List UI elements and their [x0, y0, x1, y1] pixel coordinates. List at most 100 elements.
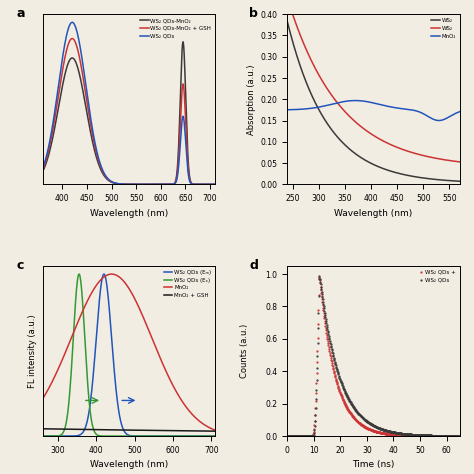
WS₂ QDs	[426, 433, 432, 438]
WS₂ QDs +	[284, 433, 290, 439]
MnO₂	[189, 410, 194, 416]
X-axis label: Wavelength (nm): Wavelength (nm)	[90, 460, 168, 469]
WS₂ QDs-MnO₂	[50, 132, 56, 138]
WS₂ QDs	[40, 165, 46, 171]
WS₂	[284, 19, 290, 25]
WS₂ QDs-MnO₂	[189, 180, 194, 186]
WS₂ QDs-MnO₂	[171, 181, 176, 187]
WS₂ QDs-MnO₂ + GSH	[69, 36, 75, 41]
Line: WS₂ QDs: WS₂ QDs	[43, 22, 215, 184]
MnO₂	[436, 118, 442, 123]
WS₂	[367, 160, 373, 166]
MnO₂ + GSH	[50, 426, 56, 432]
WS₂	[387, 168, 393, 174]
WS₂ QDs (Eₘ)	[212, 433, 218, 439]
WS₂ QDs	[284, 433, 290, 439]
WS₂	[366, 130, 372, 136]
MnO₂	[378, 102, 384, 108]
Line: MnO₂: MnO₂	[43, 274, 215, 430]
MnO₂ + GSH	[188, 428, 194, 434]
WS₂ QDs (Eₓ)	[50, 433, 56, 439]
MnO₂	[145, 325, 150, 330]
WS₂ QDs	[378, 426, 384, 432]
WS₂ QDs (Eₓ)	[145, 433, 150, 439]
WS₂ QDs	[456, 433, 462, 439]
WS₂ QDs-MnO₂	[150, 182, 155, 187]
Line: WS₂: WS₂	[287, 14, 460, 162]
WS₂ QDs	[387, 428, 393, 434]
MnO₂	[426, 114, 432, 120]
MnO₂	[454, 110, 459, 116]
Line: WS₂ QDs: WS₂ QDs	[287, 275, 460, 437]
WS₂ QDs	[150, 182, 155, 187]
X-axis label: Time (ns): Time (ns)	[352, 460, 395, 469]
WS₂ QDs	[453, 433, 458, 439]
X-axis label: Wavelength (nm): Wavelength (nm)	[90, 209, 168, 218]
MnO₂ + GSH	[171, 428, 176, 434]
Line: WS₂ QDs (Eₓ): WS₂ QDs (Eₓ)	[43, 274, 215, 436]
MnO₂ + GSH	[140, 428, 146, 433]
WS₂ QDs (Eₘ)	[145, 433, 150, 439]
Line: WS₂ QDs (Eₘ): WS₂ QDs (Eₘ)	[43, 274, 215, 436]
WS₂ QDs-MnO₂	[140, 182, 146, 187]
WS₂ QDs	[317, 273, 322, 279]
Y-axis label: Counts (a.u.): Counts (a.u.)	[240, 324, 249, 378]
WS₂ QDs	[69, 19, 75, 25]
Legend: WS₂ QDs (Eₘ), WS₂ QDs (Eₓ), MnO₂, MnO₂ + GSH: WS₂ QDs (Eₘ), WS₂ QDs (Eₓ), MnO₂, MnO₂ +…	[163, 269, 212, 299]
WS₂ QDs (Eₘ)	[150, 433, 155, 439]
WS₂	[457, 159, 463, 165]
WS₂ QDs +	[317, 274, 322, 280]
MnO₂	[212, 427, 218, 433]
WS₂	[457, 178, 463, 184]
WS₂ QDs (Eₘ)	[189, 433, 194, 439]
MnO₂ + GSH	[150, 428, 155, 433]
WS₂ QDs (Eₓ)	[76, 271, 82, 277]
WS₂	[387, 141, 393, 147]
WS₂ QDs (Eₘ)	[50, 433, 56, 439]
MnO₂	[457, 109, 463, 115]
WS₂ QDs	[367, 420, 373, 426]
WS₂ QDs +	[367, 426, 373, 432]
MnO₂	[50, 377, 56, 383]
WS₂ QDs +	[387, 431, 393, 437]
WS₂ QDs (Eₓ)	[140, 433, 146, 439]
WS₂ QDs (Eₘ)	[40, 433, 46, 439]
WS₂ QDs +	[456, 433, 462, 439]
Line: MnO₂ + GSH: MnO₂ + GSH	[43, 429, 215, 431]
WS₂ QDs (Eₘ)	[101, 271, 107, 277]
WS₂ QDs	[171, 182, 176, 187]
MnO₂ + GSH	[212, 428, 218, 434]
X-axis label: Wavelength (nm): Wavelength (nm)	[335, 209, 413, 218]
WS₂ QDs-MnO₂ + GSH	[145, 182, 150, 187]
MnO₂	[353, 98, 358, 103]
WS₂ QDs-MnO₂ + GSH	[140, 182, 146, 187]
WS₂ QDs-MnO₂ + GSH	[212, 182, 218, 187]
Text: b: b	[249, 8, 258, 20]
Legend: WS₂ QDs +, WS₂ QDs: WS₂ QDs +, WS₂ QDs	[417, 269, 457, 284]
WS₂ QDs +	[453, 433, 458, 439]
WS₂	[378, 165, 383, 171]
WS₂ QDs-MnO₂ + GSH	[171, 181, 176, 187]
WS₂	[378, 137, 383, 143]
WS₂	[367, 130, 373, 136]
WS₂	[426, 154, 431, 160]
WS₂ QDs-MnO₂ + GSH	[189, 181, 194, 186]
MnO₂	[40, 396, 46, 401]
WS₂ QDs +	[378, 430, 384, 436]
WS₂	[453, 178, 458, 184]
WS₂ QDs-MnO₂	[145, 182, 150, 187]
WS₂ QDs-MnO₂	[40, 169, 46, 174]
WS₂ QDs	[140, 182, 146, 187]
MnO₂	[368, 100, 374, 105]
MnO₂	[109, 271, 115, 277]
Legend: WS₂ QDs-MnO₂, WS₂ QDs-MnO₂ + GSH, WS₂ QDs: WS₂ QDs-MnO₂, WS₂ QDs-MnO₂ + GSH, WS₂ QD…	[139, 17, 212, 40]
WS₂ QDs +	[426, 433, 432, 439]
WS₂ QDs	[145, 182, 150, 187]
WS₂ QDs	[368, 421, 374, 427]
WS₂ QDs	[212, 182, 218, 187]
WS₂ QDs-MnO₂	[212, 182, 218, 187]
WS₂	[284, 11, 290, 17]
Line: WS₂: WS₂	[287, 22, 460, 181]
Legend: WS₂, WS₂, MnO₂: WS₂, WS₂, MnO₂	[430, 17, 457, 40]
WS₂ QDs	[189, 181, 194, 187]
